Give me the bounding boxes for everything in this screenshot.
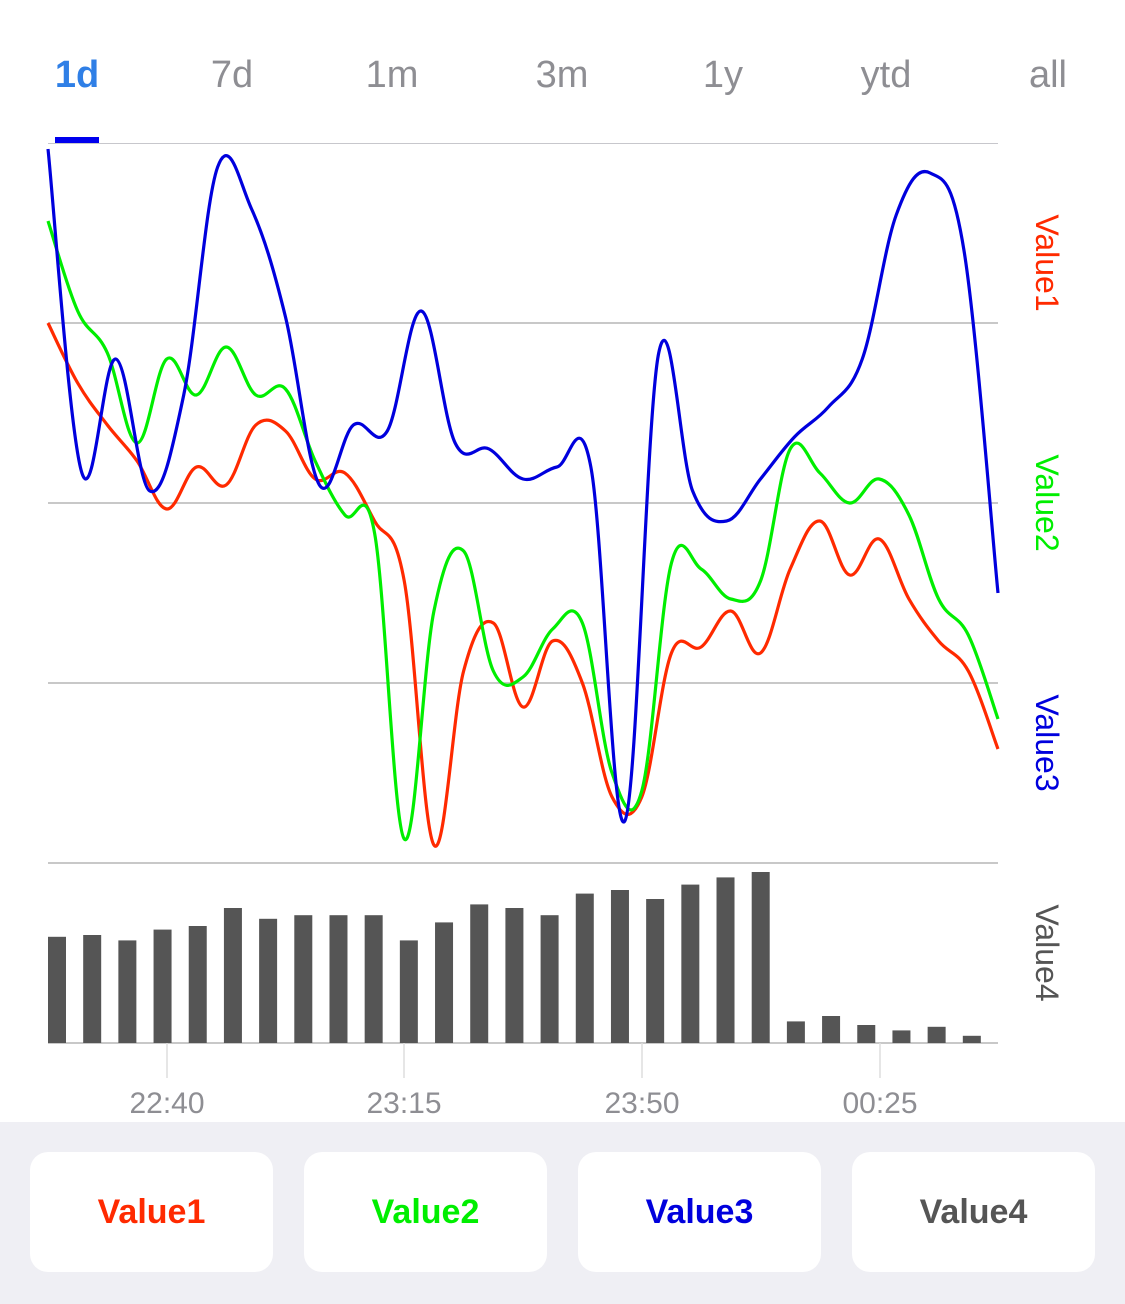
x-tick-label: 00:25 xyxy=(842,1087,917,1120)
value4-bar xyxy=(435,922,454,1043)
value4-bar xyxy=(646,899,665,1043)
value4-bar xyxy=(223,908,242,1043)
value4-bars xyxy=(48,872,981,1043)
value3-button[interactable]: Value3 xyxy=(578,1152,821,1272)
value4-bar xyxy=(575,893,594,1043)
value4-bar xyxy=(786,1021,805,1043)
value4-bar xyxy=(259,918,278,1043)
time-range-tabs: 1d 7d 1m 3m 1y ytd all xyxy=(0,0,1125,145)
value4-bar xyxy=(364,915,383,1043)
value4-bar xyxy=(153,929,172,1043)
tab-divider xyxy=(48,143,998,144)
value4-bar xyxy=(329,915,348,1043)
tab-all[interactable]: all xyxy=(1028,54,1068,96)
tab-1m[interactable]: 1m xyxy=(365,54,419,96)
tab-7d[interactable]: 7d xyxy=(210,54,254,96)
series-toggle-bar: Value1 Value2 Value3 Value4 xyxy=(0,1122,1125,1304)
active-tab-indicator xyxy=(55,137,99,143)
value4-bar xyxy=(892,1030,911,1043)
value4-bar xyxy=(927,1026,946,1043)
value4-bar xyxy=(610,890,629,1043)
value4-bar xyxy=(857,1025,876,1043)
value4-bar xyxy=(822,1016,841,1043)
value4-bar xyxy=(83,935,102,1043)
right-label-value3: Value3 xyxy=(1029,694,1065,791)
series-lines xyxy=(46,148,1000,848)
value4-bar xyxy=(540,915,559,1043)
x-tick-label: 22:40 xyxy=(129,1087,204,1120)
value4-bar xyxy=(188,926,207,1043)
chart: 22:40 23:15 23:50 00:25 Value1 Value2 Va… xyxy=(46,148,1065,1120)
value4-bar xyxy=(716,877,735,1043)
value2-button[interactable]: Value2 xyxy=(304,1152,547,1272)
value4-bar xyxy=(118,940,137,1043)
tab-ytd[interactable]: ytd xyxy=(860,54,912,96)
tab-3m[interactable]: 3m xyxy=(535,54,589,96)
value4-bar xyxy=(681,884,700,1043)
right-label-value1: Value1 xyxy=(1029,214,1065,311)
value4-bar xyxy=(505,908,524,1043)
value4-bar xyxy=(48,936,66,1043)
tab-1d[interactable]: 1d xyxy=(54,54,100,96)
x-tick-label: 23:15 xyxy=(366,1087,441,1120)
value4-bar xyxy=(470,904,489,1043)
value4-bar xyxy=(962,1035,981,1043)
value4-bar xyxy=(751,872,770,1043)
series-line-value2 xyxy=(46,220,1000,842)
value1-button[interactable]: Value1 xyxy=(30,1152,273,1272)
series-line-value3 xyxy=(46,148,1000,824)
value4-button[interactable]: Value4 xyxy=(852,1152,1095,1272)
value4-bar xyxy=(399,940,418,1043)
right-label-value2: Value2 xyxy=(1029,454,1065,551)
value4-bar xyxy=(294,915,313,1043)
x-tick-label: 23:50 xyxy=(604,1087,679,1120)
right-axis-labels: Value1 Value2 Value3 Value4 xyxy=(1029,214,1065,1001)
series-line-value1 xyxy=(46,322,1000,848)
right-label-value4: Value4 xyxy=(1029,904,1065,1001)
tab-1y[interactable]: 1y xyxy=(702,54,744,96)
x-axis: 22:40 23:15 23:50 00:25 xyxy=(129,1087,917,1120)
